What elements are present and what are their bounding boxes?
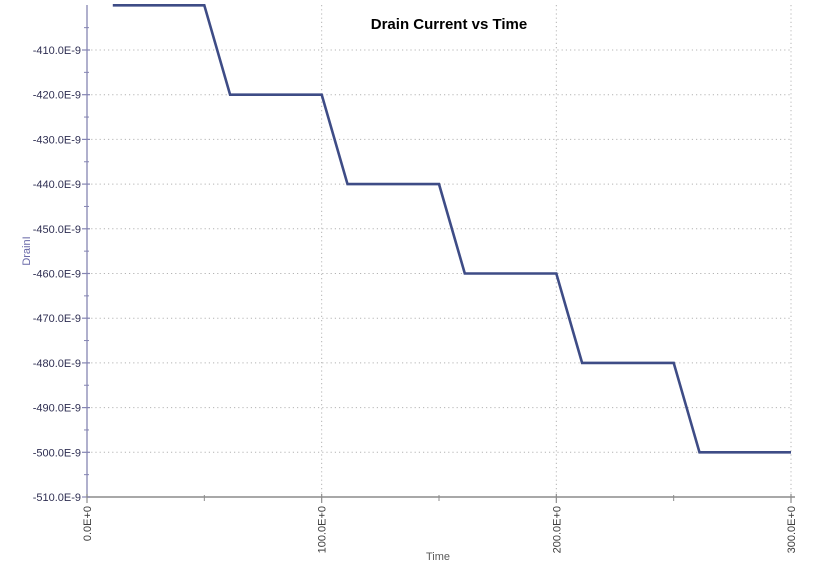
y-tick-label: -470.0E-9: [33, 313, 81, 325]
y-axis-title: DrainI: [21, 236, 33, 265]
series-layer: [112, 4, 791, 454]
axis-layer: -410.0E-9 -420.0E-9 -430.0E-9 -440.0E-9 -450…: [33, 5, 798, 553]
x-tick-label: 100.0E+0: [317, 506, 329, 553]
grid-layer: [87, 5, 792, 497]
x-tick-label: 300.0E+0: [786, 506, 798, 553]
y-tick-label: -480.0E-9: [33, 358, 81, 370]
y-tick-label: -450.0E-9: [33, 224, 81, 236]
x-tick-label: 200.0E+0: [551, 506, 563, 553]
y-tick-label: -490.0E-9: [33, 403, 81, 415]
y-tick-label: -430.0E-9: [33, 134, 81, 146]
chart-title: Drain Current vs Time: [371, 16, 527, 33]
x-axis-title: Time: [426, 551, 450, 563]
y-tick-label: -440.0E-9: [33, 179, 81, 191]
y-tick-label: -500.0E-9: [33, 447, 81, 459]
series-line: [112, 4, 791, 454]
y-tick-label: -420.0E-9: [33, 90, 81, 102]
y-tick-label: -410.0E-9: [33, 45, 81, 57]
y-tick-label: -510.0E-9: [33, 492, 81, 504]
y-tick-label: -460.0E-9: [33, 269, 81, 281]
x-tick-label: 0.0E+0: [82, 506, 94, 541]
